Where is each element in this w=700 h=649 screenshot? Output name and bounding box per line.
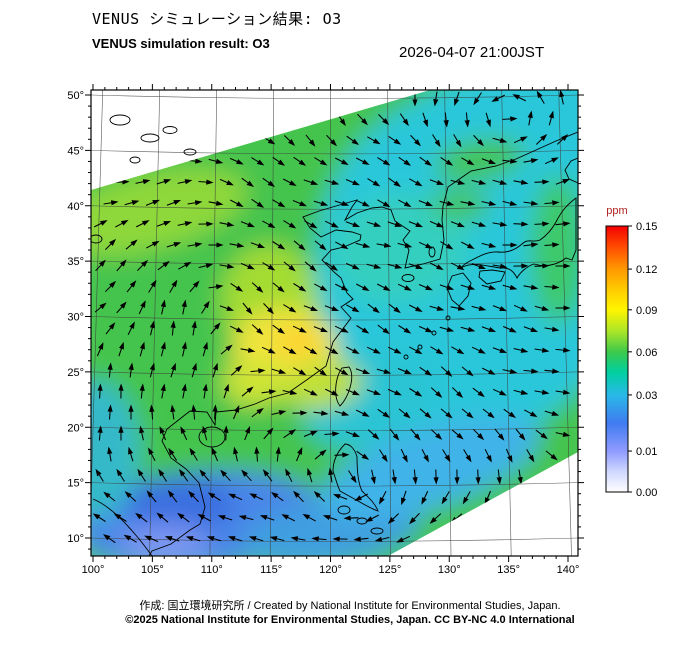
- colorbar-unit-label: ppm: [606, 205, 627, 217]
- lat-tick-label: 40°: [67, 201, 84, 213]
- colorbar-gradient: [605, 225, 629, 493]
- lat-tick-label: 20°: [67, 422, 84, 434]
- lat-tick-label: 25°: [67, 367, 84, 379]
- map-frame: [85, 84, 584, 562]
- lon-tick-label: 135°: [497, 564, 520, 576]
- wind-vectors: [92, 90, 571, 544]
- colorbar-tick-label: 0.12: [636, 264, 657, 276]
- lat-tick-label: 50°: [67, 90, 84, 102]
- colorbar: ppm 0.15 0.12 0.09 0.06 0.03 0.01 0.00: [605, 205, 657, 499]
- lon-tick-label: 110°: [201, 564, 223, 576]
- axis-labels: 50° 45° 40° 35° 30° 25° 20° 15° 10° 100° 105° 110° 1…: [67, 90, 579, 576]
- page-title-en: VENUS simulation result: O3: [92, 36, 270, 51]
- colorbar-tick-label: 0.15: [636, 221, 657, 233]
- lat-tick-label: 30°: [67, 312, 84, 324]
- page-title-jp: VENUS シミュレーション結果: O3: [92, 10, 342, 28]
- lon-tick-label: 100°: [82, 564, 105, 576]
- lat-tick-label: 15°: [67, 478, 84, 490]
- colorbar-tick-label: 0.03: [636, 390, 657, 402]
- lon-tick-label: 140°: [557, 564, 580, 576]
- lon-tick-label: 115°: [260, 564, 282, 576]
- lon-tick-label: 125°: [378, 564, 401, 576]
- colorbar-tick-label: 0.09: [636, 305, 657, 317]
- o3-concentration-field: [91, 90, 578, 556]
- lon-tick-label: 120°: [319, 564, 342, 576]
- colorbar-tick-label: 0.00: [636, 487, 657, 499]
- colorbar-tick-label: 0.01: [636, 446, 657, 458]
- lon-tick-label: 130°: [438, 564, 461, 576]
- lat-tick-label: 45°: [67, 145, 84, 157]
- lon-tick-label: 105°: [141, 564, 164, 576]
- lat-tick-label: 35°: [67, 256, 84, 268]
- credit-line: 作成: 国立環境研究所 / Created by National Instit…: [139, 600, 561, 612]
- colorbar-tick-label: 0.06: [636, 347, 657, 359]
- timestamp: 2026-04-07 21:00JST: [399, 44, 545, 61]
- coastlines: [91, 114, 578, 556]
- license-line: ©2025 National Institute for Environment…: [125, 614, 575, 626]
- lat-tick-label: 10°: [67, 533, 84, 545]
